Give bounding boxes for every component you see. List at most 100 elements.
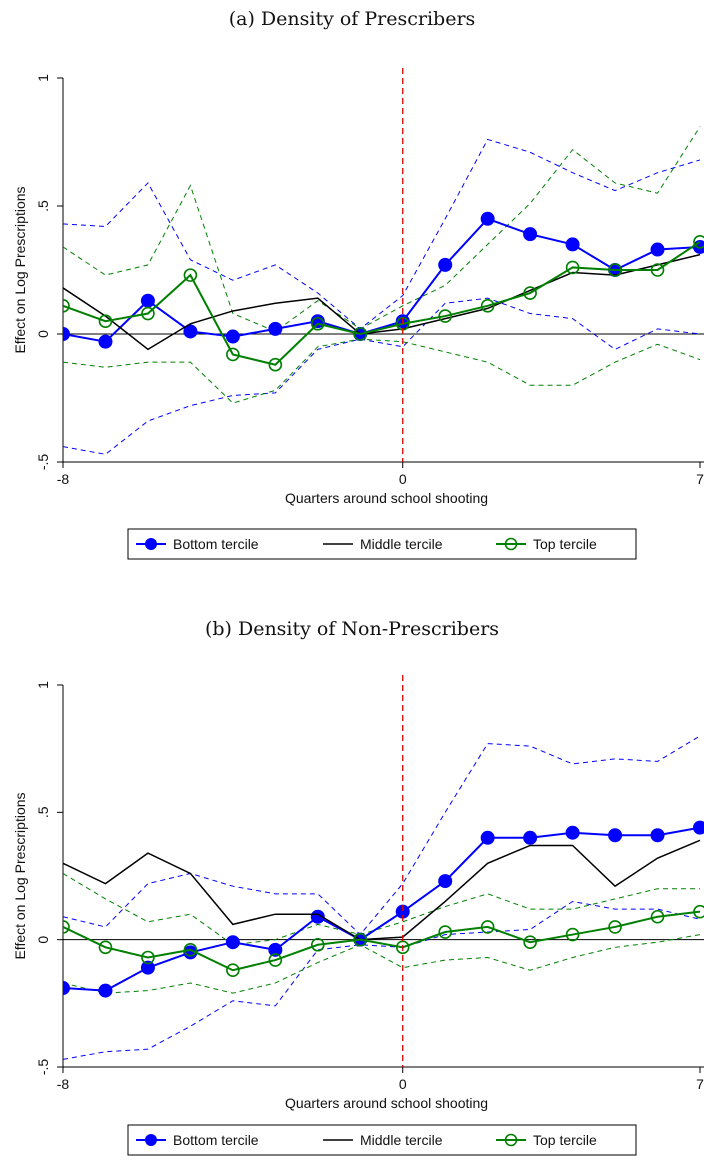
x-tick-label: 7 [696, 1076, 704, 1092]
ci-low-top [63, 338, 701, 404]
point-bottom [140, 293, 155, 308]
legend-label-middle: Middle tercile [360, 536, 443, 552]
point-top [310, 937, 325, 952]
series-line-top [63, 910, 701, 972]
legend-box [127, 1124, 637, 1156]
y-tick-label: .5 [35, 806, 51, 818]
point-top [523, 935, 537, 950]
point-top [226, 963, 240, 978]
legend: Bottom tercile Middle tercile Top tercile [127, 1124, 637, 1156]
point-top [268, 357, 283, 372]
y-tick-label: -.5 [35, 1059, 51, 1076]
point-top [141, 950, 155, 965]
point-top [565, 260, 580, 275]
x-axis-title: Quarters around school shooting [285, 490, 488, 506]
point-bottom [268, 321, 283, 336]
point-bottom [225, 329, 240, 344]
point-bottom [438, 874, 453, 889]
ci-low-bottom [63, 900, 701, 1060]
series-line-bottom [63, 826, 701, 992]
y-tick-label: .5 [35, 200, 51, 212]
x-tick-label: 0 [399, 471, 407, 487]
legend-label-middle: Middle tercile [360, 1132, 443, 1148]
point-bottom [183, 324, 198, 339]
point-bottom [480, 211, 495, 226]
series-line-top [63, 241, 701, 366]
x-tick-label: -8 [57, 471, 70, 487]
plot-area [63, 126, 704, 455]
point-top [480, 299, 495, 313]
legend-label-top: Top tercile [533, 536, 597, 552]
chart-panel-b: (b) Density of Non-Prescribers -.5 0 .5 1 -8… [0, 585, 704, 1167]
point-bottom [438, 257, 453, 272]
legend-marker-bottom [145, 1134, 157, 1146]
point-bottom [523, 227, 538, 242]
point-top [63, 299, 70, 313]
x-axis-title: Quarters around school shooting [285, 1095, 488, 1111]
ci-low-bottom [63, 297, 701, 455]
point-top [141, 306, 155, 321]
point-top [650, 909, 665, 924]
point-top [438, 925, 453, 939]
point-bottom [650, 242, 665, 257]
point-top [353, 932, 368, 947]
point-top [523, 286, 537, 300]
point-top [353, 327, 368, 341]
point-top [608, 263, 622, 277]
series-line-middle [63, 839, 701, 941]
point-top [693, 904, 704, 919]
point-top [395, 940, 410, 955]
point-top [98, 940, 113, 955]
point-bottom [268, 942, 283, 957]
series-line-bottom [63, 217, 701, 343]
legend: Bottom tercile Middle tercile Top tercile [127, 528, 637, 560]
legend-marker-bottom [145, 538, 157, 550]
point-bottom [693, 820, 704, 835]
ci-low-top [63, 934, 701, 994]
chart-title: (b) Density of Non-Prescribers [204, 618, 500, 640]
point-bottom [63, 981, 70, 996]
y-tick-label: 0 [35, 330, 51, 338]
point-bottom [565, 825, 580, 840]
point-bottom [98, 983, 113, 998]
point-bottom [565, 237, 580, 252]
ci-high-bottom [63, 138, 701, 330]
point-top [183, 268, 198, 282]
legend-box [127, 528, 637, 560]
y-tick-label: 0 [35, 936, 51, 944]
legend-marker-top [504, 537, 518, 551]
point-top [310, 316, 325, 331]
legend-label-bottom: Bottom tercile [173, 1132, 259, 1148]
point-top [480, 920, 495, 934]
point-top [268, 953, 283, 967]
x-tick-label: 7 [696, 471, 704, 487]
legend-label-bottom: Bottom tercile [173, 536, 259, 552]
point-top [438, 309, 453, 323]
chart-a-svg: -.5 0 .5 1 -8 0 7 Effect on Log Prescriptions Qu… [12, 68, 704, 560]
point-top [565, 927, 580, 942]
ci-high-top [63, 873, 700, 946]
point-bottom [225, 935, 240, 950]
x-tick-label: -8 [57, 1076, 70, 1092]
legend-label-top: Top tercile [533, 1132, 597, 1148]
ci-high-top [63, 126, 701, 333]
ci-high-bottom [63, 735, 701, 936]
point-top [608, 920, 622, 934]
point-top [63, 920, 70, 934]
point-bottom [480, 830, 495, 845]
y-axis-title: Effect on Log Prescriptions [12, 792, 28, 959]
point-top [98, 314, 113, 329]
point-bottom [523, 830, 538, 845]
chart-panel-a: (a) Density of Prescribers -.5 0 .5 1 -8 0 7 Ef… [12, 8, 704, 560]
point-top [693, 235, 704, 249]
y-tick-label: 1 [35, 681, 51, 689]
x-tick-label: 0 [399, 1076, 407, 1092]
y-tick-label: -.5 [35, 454, 51, 471]
point-bottom [608, 828, 623, 843]
legend-marker-top [504, 1133, 518, 1147]
point-top [226, 347, 240, 362]
point-top [650, 263, 665, 277]
point-top [183, 943, 198, 957]
series-line-middle [63, 253, 701, 351]
plot-area [63, 735, 704, 1060]
